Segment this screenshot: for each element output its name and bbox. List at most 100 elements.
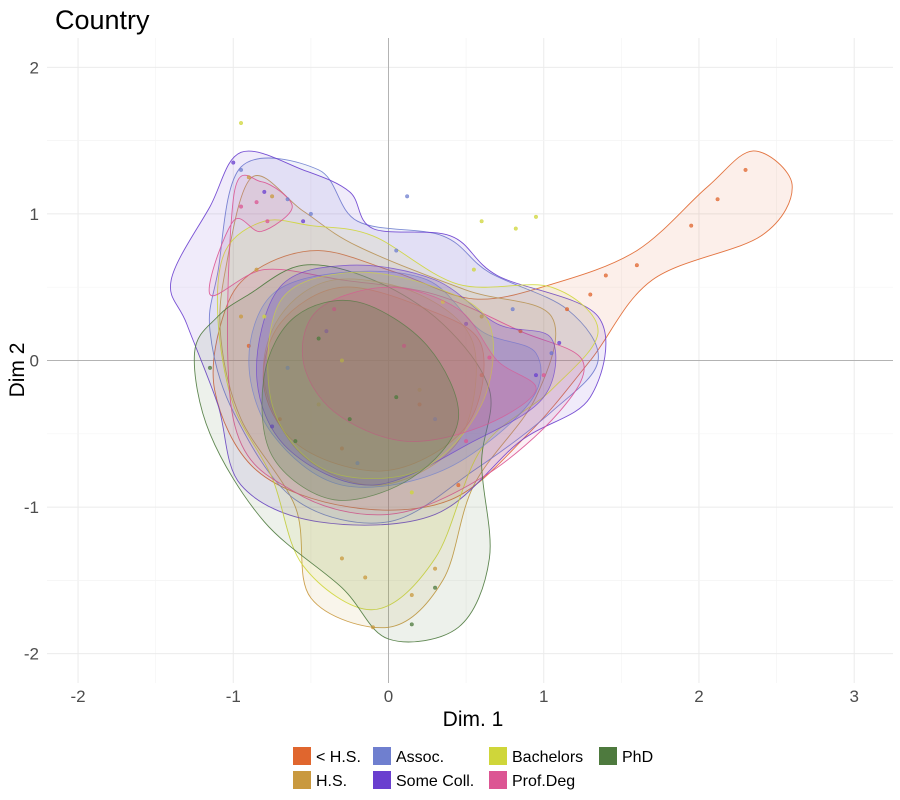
x-tick-label: -1 xyxy=(226,687,241,706)
chart-title: Country xyxy=(55,5,150,35)
data-point xyxy=(402,343,407,348)
data-point xyxy=(265,219,270,224)
density-outer-contour xyxy=(219,175,557,629)
data-point xyxy=(433,566,438,571)
legend-swatch xyxy=(293,747,311,765)
data-point xyxy=(549,351,554,356)
legend-item: Bachelors xyxy=(489,747,583,766)
legend-label: Prof.Deg xyxy=(512,773,575,790)
data-point xyxy=(324,329,329,334)
data-point xyxy=(308,211,313,216)
data-point xyxy=(513,226,518,231)
data-point xyxy=(262,189,267,194)
data-point xyxy=(293,439,298,444)
data-point xyxy=(565,307,570,312)
x-tick-label: 2 xyxy=(694,687,703,706)
density-outer-contour xyxy=(212,150,793,511)
data-point xyxy=(557,340,562,345)
data-point xyxy=(285,365,290,370)
data-point xyxy=(394,395,399,400)
data-point xyxy=(231,160,236,165)
data-point xyxy=(479,373,484,378)
data-point xyxy=(239,121,244,126)
series-group xyxy=(239,200,546,444)
series-group xyxy=(207,299,459,627)
data-point xyxy=(417,402,422,407)
data-point xyxy=(533,373,538,378)
data-point xyxy=(417,387,422,392)
data-point xyxy=(409,622,414,627)
data-point xyxy=(634,263,639,268)
data-point xyxy=(262,314,267,319)
data-point xyxy=(339,358,344,363)
legend-swatch xyxy=(373,771,391,789)
series-group xyxy=(239,175,484,630)
data-point xyxy=(316,336,321,341)
legend-swatch xyxy=(489,747,507,765)
data-point xyxy=(471,267,476,272)
data-point xyxy=(316,402,321,407)
density-inner-contour xyxy=(262,278,477,486)
legend: < H.S. H.S. Assoc. Some Coll. Bachelors Prof.… xyxy=(293,747,653,790)
data-point xyxy=(339,446,344,451)
data-point xyxy=(239,167,244,172)
legend-item: H.S. xyxy=(293,771,347,790)
density-inner-contour xyxy=(261,299,459,501)
data-point xyxy=(339,556,344,561)
series-group xyxy=(239,121,538,495)
data-point xyxy=(332,307,337,312)
x-tick-label: 0 xyxy=(384,687,393,706)
density-outer-contour xyxy=(216,219,599,611)
data-point xyxy=(239,314,244,319)
series-group xyxy=(212,150,793,511)
density-outer-contour xyxy=(208,174,585,516)
data-point xyxy=(588,292,593,297)
x-axis-title: Dim. 1 xyxy=(443,708,504,731)
series-group xyxy=(219,175,557,629)
y-tick-label: 2 xyxy=(30,58,39,77)
data-point xyxy=(715,197,720,202)
data-point xyxy=(433,585,438,590)
data-point xyxy=(409,490,414,495)
data-point xyxy=(239,204,244,209)
data-point xyxy=(533,214,538,219)
y-tick-label: 0 xyxy=(30,352,39,371)
data-point xyxy=(254,267,259,272)
legend-item: PhD xyxy=(599,747,653,766)
data-point xyxy=(355,461,360,466)
data-point xyxy=(270,424,275,429)
data-point xyxy=(246,175,251,180)
density-inner-contour xyxy=(248,270,542,488)
data-point xyxy=(433,417,438,422)
legend-label: H.S. xyxy=(316,773,347,790)
axis-ticks: -2 -1 0 1 2 3 -2 -1 0 1 2 xyxy=(24,58,859,706)
data-point xyxy=(464,321,469,326)
data-point xyxy=(464,439,469,444)
x-tick-label: 3 xyxy=(849,687,858,706)
y-axis-title: Dim 2 xyxy=(6,343,29,398)
legend-label: Assoc. xyxy=(396,749,444,766)
grid xyxy=(47,38,893,683)
data-point xyxy=(456,483,461,488)
y-tick-label: -2 xyxy=(24,645,39,664)
data-point xyxy=(541,373,546,378)
density-inner-contour xyxy=(267,271,494,480)
legend-swatch xyxy=(599,747,617,765)
density-groups xyxy=(169,121,793,643)
legend-label: Bachelors xyxy=(512,749,583,766)
data-point xyxy=(743,167,748,172)
legend-item: Assoc. xyxy=(373,747,444,766)
data-point xyxy=(347,417,352,422)
series-group xyxy=(239,167,554,488)
legend-swatch xyxy=(373,747,391,765)
x-tick-label: 1 xyxy=(539,687,548,706)
series-group xyxy=(231,160,562,486)
legend-item: < H.S. xyxy=(293,747,361,766)
data-point xyxy=(479,314,484,319)
data-point xyxy=(689,223,694,228)
data-point xyxy=(254,200,259,205)
data-point xyxy=(510,307,515,312)
data-point xyxy=(409,593,414,598)
legend-label: Some Coll. xyxy=(396,773,474,790)
